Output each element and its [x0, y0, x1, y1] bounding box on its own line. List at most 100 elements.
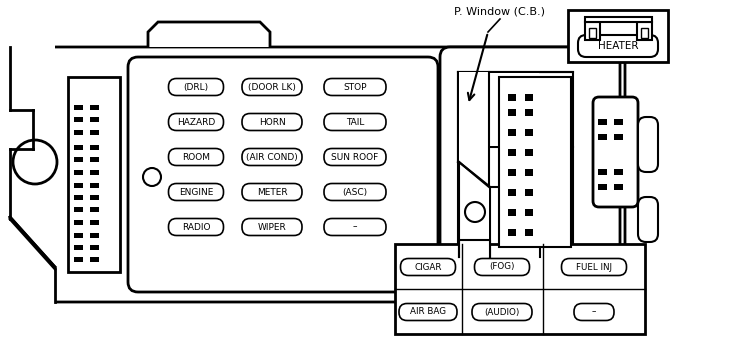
FancyBboxPatch shape — [440, 47, 620, 292]
Bar — [614, 119, 623, 125]
FancyBboxPatch shape — [242, 184, 302, 201]
Bar — [508, 189, 516, 196]
Bar — [90, 130, 99, 135]
FancyBboxPatch shape — [169, 149, 224, 166]
Text: HEATER: HEATER — [598, 41, 638, 51]
FancyBboxPatch shape — [324, 113, 386, 130]
Text: SUN ROOF: SUN ROOF — [332, 152, 379, 161]
Text: WIPER: WIPER — [258, 222, 286, 231]
Bar — [74, 170, 83, 175]
Bar — [74, 130, 83, 135]
Bar — [598, 134, 607, 140]
FancyBboxPatch shape — [472, 304, 532, 321]
Bar — [525, 109, 533, 116]
Bar — [614, 169, 623, 175]
Bar — [90, 183, 99, 188]
FancyBboxPatch shape — [578, 35, 658, 57]
FancyBboxPatch shape — [562, 259, 626, 276]
Bar — [598, 184, 607, 190]
Text: (DRL): (DRL) — [184, 83, 209, 92]
Text: (AIR COND): (AIR COND) — [246, 152, 298, 161]
FancyBboxPatch shape — [128, 57, 438, 292]
Circle shape — [14, 141, 56, 183]
Bar — [90, 195, 99, 200]
FancyBboxPatch shape — [242, 219, 302, 236]
Text: TAIL: TAIL — [346, 118, 364, 127]
Polygon shape — [148, 22, 270, 47]
Circle shape — [144, 169, 160, 185]
Text: P. Window (C.B.): P. Window (C.B.) — [454, 6, 545, 16]
Bar — [641, 28, 648, 38]
FancyBboxPatch shape — [169, 113, 224, 130]
Bar — [74, 145, 83, 150]
Bar — [90, 220, 99, 225]
Text: HORN: HORN — [259, 118, 285, 127]
Text: (ASC): (ASC) — [343, 187, 368, 196]
Text: (FOG): (FOG) — [489, 262, 514, 271]
Bar — [508, 129, 516, 136]
FancyBboxPatch shape — [242, 113, 302, 130]
FancyBboxPatch shape — [399, 304, 457, 321]
Polygon shape — [10, 217, 55, 302]
Bar — [525, 149, 533, 156]
Bar — [598, 119, 607, 125]
Bar — [74, 183, 83, 188]
Bar — [508, 149, 516, 156]
Bar — [74, 157, 83, 162]
Bar — [525, 169, 533, 176]
Bar — [508, 94, 516, 101]
Bar — [74, 257, 83, 262]
Bar — [458, 72, 573, 257]
Bar — [74, 195, 83, 200]
Text: HAZARD: HAZARD — [177, 118, 215, 127]
Bar — [508, 109, 516, 116]
Bar — [568, 10, 668, 62]
FancyBboxPatch shape — [638, 117, 658, 172]
Text: –: – — [592, 307, 596, 316]
Bar — [90, 117, 99, 122]
Bar — [395, 244, 645, 334]
Text: STOP: STOP — [344, 83, 367, 92]
FancyBboxPatch shape — [242, 149, 302, 166]
FancyBboxPatch shape — [10, 47, 625, 302]
FancyBboxPatch shape — [242, 78, 302, 95]
Bar — [74, 105, 83, 110]
Bar — [614, 184, 623, 190]
Bar — [589, 28, 596, 38]
Circle shape — [466, 203, 484, 221]
Bar — [74, 117, 83, 122]
Bar — [585, 17, 652, 22]
Text: CIGAR: CIGAR — [414, 262, 442, 271]
FancyBboxPatch shape — [638, 197, 658, 242]
FancyBboxPatch shape — [400, 259, 455, 276]
Bar — [598, 169, 607, 175]
Bar — [74, 233, 83, 238]
Bar — [90, 170, 99, 175]
Bar — [90, 245, 99, 250]
Text: –: – — [352, 222, 357, 231]
Polygon shape — [149, 24, 269, 47]
Text: METER: METER — [256, 187, 287, 196]
FancyBboxPatch shape — [169, 184, 224, 201]
Bar — [90, 145, 99, 150]
Text: (AUDIO): (AUDIO) — [484, 307, 520, 316]
Polygon shape — [0, 0, 55, 347]
Text: ENGINE: ENGINE — [178, 187, 213, 196]
FancyBboxPatch shape — [324, 219, 386, 236]
Polygon shape — [10, 217, 55, 302]
Polygon shape — [459, 162, 489, 257]
Bar — [525, 209, 533, 216]
Text: (DOOR LK): (DOOR LK) — [248, 83, 296, 92]
Bar — [90, 105, 99, 110]
Bar — [585, 22, 600, 40]
FancyBboxPatch shape — [475, 259, 530, 276]
Polygon shape — [459, 72, 489, 186]
Text: FUEL INJ: FUEL INJ — [576, 262, 612, 271]
Bar — [508, 169, 516, 176]
Bar — [525, 229, 533, 236]
Bar — [614, 134, 623, 140]
Bar — [74, 220, 83, 225]
Bar — [637, 22, 652, 40]
Bar — [525, 129, 533, 136]
Text: RADIO: RADIO — [182, 222, 210, 231]
